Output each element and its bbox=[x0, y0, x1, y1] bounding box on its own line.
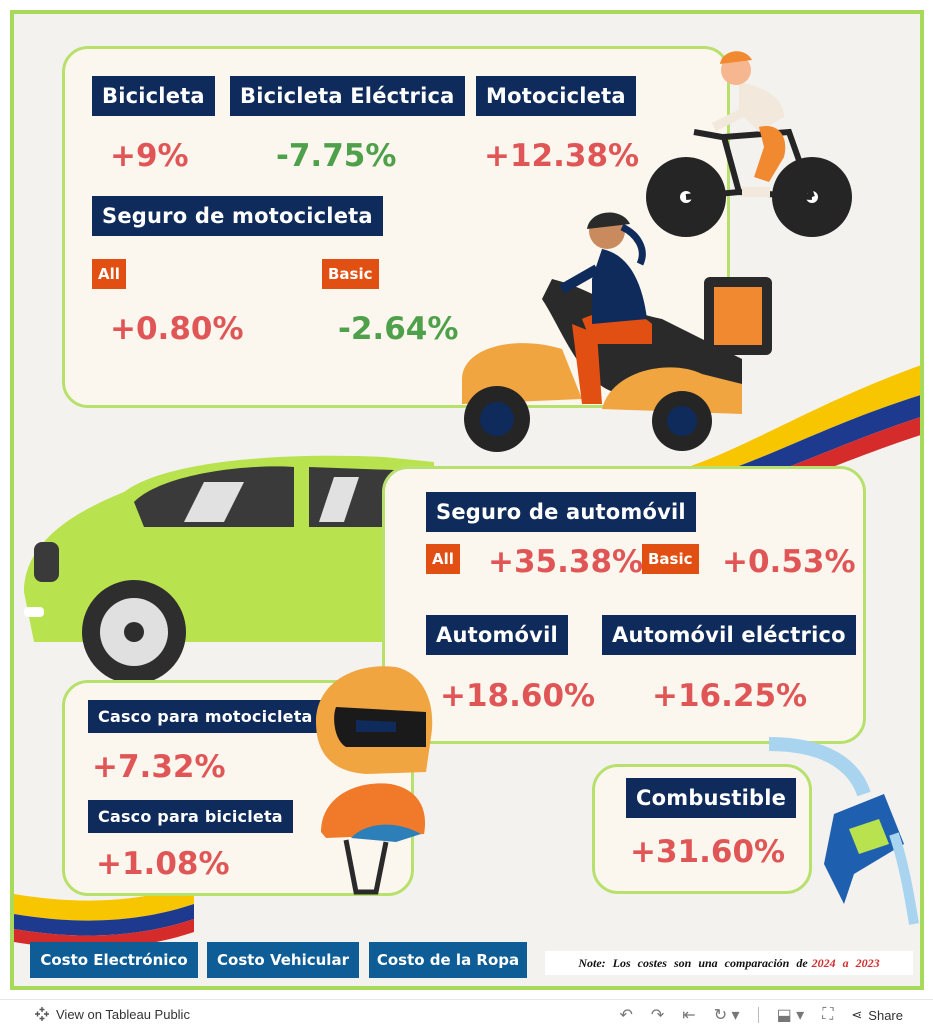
refresh-icon[interactable]: ↻ ▾ bbox=[713, 1007, 740, 1024]
label-auto-all: All bbox=[426, 544, 460, 574]
label-automovil: Automóvil bbox=[426, 615, 568, 655]
undo-icon[interactable]: ↶ bbox=[619, 1007, 633, 1024]
value-auto-basic: +0.53% bbox=[722, 544, 856, 580]
label-combustible: Combustible bbox=[626, 778, 797, 818]
value-moto-basic: -2.64% bbox=[338, 311, 459, 347]
value-casco-moto: +7.32% bbox=[92, 749, 226, 785]
label-casco-moto: Casco para motocicleta bbox=[88, 700, 323, 733]
download-icon[interactable]: ⬓ ▾ bbox=[776, 1007, 805, 1024]
revert-icon[interactable]: ⇤ bbox=[682, 1007, 696, 1024]
value-bicicleta-electrica: -7.75% bbox=[276, 138, 397, 174]
note-years: 2024 a 2023 bbox=[811, 955, 880, 970]
label-moto-basic: Basic bbox=[322, 259, 379, 289]
scooter-illustration bbox=[462, 212, 772, 452]
value-combustible: +31.60% bbox=[630, 834, 786, 870]
tableau-logo-icon bbox=[35, 1007, 49, 1021]
value-automovil: +18.60% bbox=[440, 678, 596, 714]
label-automovil-electrico: Automóvil eléctrico bbox=[602, 615, 856, 655]
share-icon: ⋖ bbox=[851, 1007, 863, 1022]
label-seguro-automovil: Seguro de automóvil bbox=[426, 492, 696, 532]
label-moto-all: All bbox=[92, 259, 126, 289]
share-button[interactable]: ⋖ Share bbox=[851, 1007, 903, 1023]
flag-ribbon-left bbox=[14, 884, 194, 949]
label-seguro-motocicleta: Seguro de motocicleta bbox=[92, 196, 383, 236]
label-auto-basic: Basic bbox=[642, 544, 699, 574]
redo-icon[interactable]: ↷ bbox=[650, 1007, 665, 1024]
nav-costo-electronico-button[interactable]: Costo Electrónico bbox=[30, 942, 198, 978]
nav-costo-ropa-button[interactable]: Costo de la Ropa bbox=[369, 942, 527, 978]
nav-costo-vehicular-button[interactable]: Costo Vehicular bbox=[207, 942, 359, 978]
label-bicicleta: Bicicleta bbox=[92, 76, 215, 116]
toolbar-actions: ↶ ↷ ⇤ ↻ ▾ ⬓ ▾ ⛶ ⋖ Share bbox=[619, 1005, 903, 1025]
fullscreen-icon[interactable]: ⛶ bbox=[822, 1006, 834, 1023]
value-automovil-electrico: +16.25% bbox=[652, 678, 808, 714]
comparison-note: Note: Los costes son una comparación de … bbox=[545, 951, 913, 975]
note-text: Note: Los costes son una comparación de bbox=[578, 955, 808, 970]
fuel-nozzle-illustration bbox=[768, 737, 919, 925]
value-bicicleta: +9% bbox=[110, 138, 189, 174]
label-motocicleta: Motocicleta bbox=[476, 76, 636, 116]
view-on-tableau-label: View on Tableau Public bbox=[56, 1006, 190, 1022]
value-casco-bici: +1.08% bbox=[96, 846, 230, 882]
cyclist-illustration bbox=[646, 51, 852, 237]
value-motocicleta: +12.38% bbox=[484, 138, 640, 174]
car-illustration bbox=[24, 455, 434, 682]
value-auto-all: +35.38% bbox=[488, 544, 644, 580]
dashboard-frame: Bicicleta Bicicleta Eléctrica Motociclet… bbox=[10, 10, 924, 990]
value-moto-all: +0.80% bbox=[110, 311, 244, 347]
helmets-illustration bbox=[316, 666, 433, 895]
toolbar-separator bbox=[757, 1007, 759, 1023]
share-label: Share bbox=[868, 1007, 903, 1023]
view-on-tableau-link[interactable]: View on Tableau Public bbox=[34, 1006, 190, 1022]
label-casco-bici: Casco para bicicleta bbox=[88, 800, 293, 833]
label-bicicleta-electrica: Bicicleta Eléctrica bbox=[230, 76, 465, 116]
tableau-toolbar: View on Tableau Public ↶ ↷ ⇤ ↻ ▾ ⬓ ▾ ⛶ ⋖… bbox=[0, 999, 933, 1027]
